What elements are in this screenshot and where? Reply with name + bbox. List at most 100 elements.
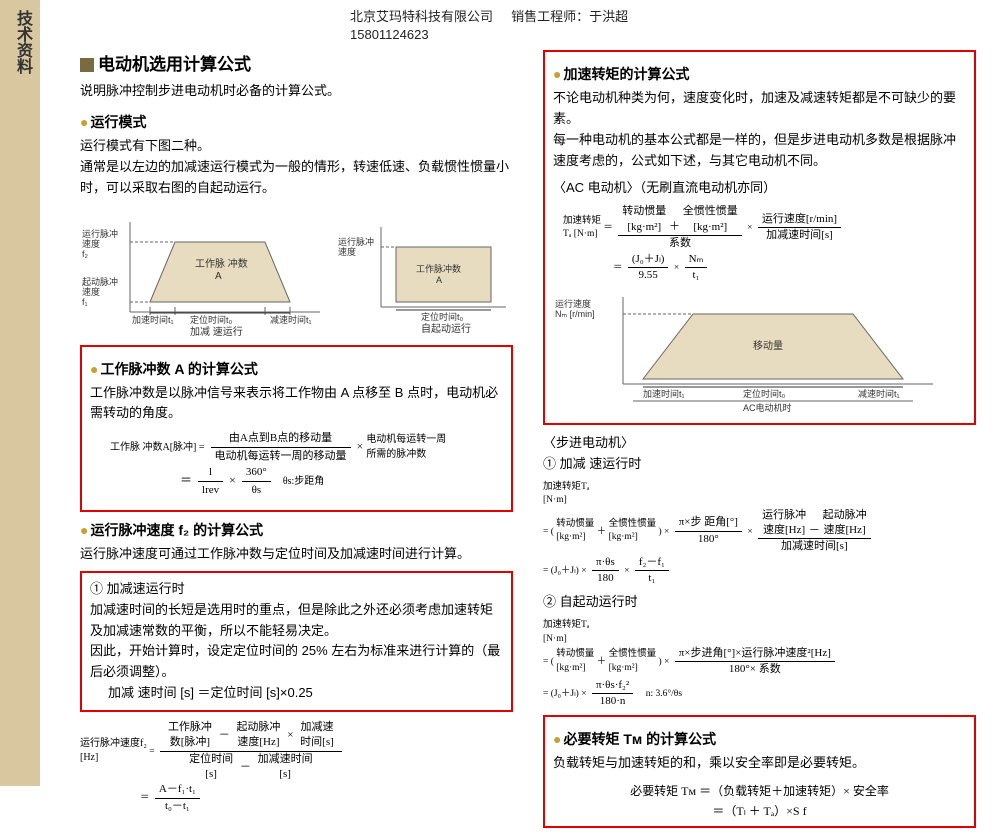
ac-h: 〈AC 电动机〉（无刷直流电动机亦同） — [553, 178, 966, 199]
f2d1a: 定位时间 — [185, 752, 237, 767]
bullet-icon: ● — [80, 522, 88, 538]
d2-bottom: 自起动运行 — [421, 322, 471, 335]
bullet-icon: ● — [80, 114, 88, 130]
s1l2ad: 180 — [592, 571, 619, 586]
pulse-a-box: ●工作脉冲数 A 的计算公式 工作脉冲数是以脉冲信号来表示将工作物由 A 点移至… — [80, 345, 513, 513]
accel-h-text: 加速转矩的计算公式 — [563, 66, 689, 82]
d1-y1: 运行脉冲速度f₂ — [82, 228, 118, 259]
s1a: 转动惯量 [kg·m²] — [556, 518, 594, 545]
pa-degd: θs — [242, 482, 271, 499]
main-title-text: 电动机选用计算公式 — [98, 55, 251, 74]
accel-h: ●加速转矩的计算公式 — [553, 64, 966, 84]
f2-heading-text: 运行脉冲速度 f₂ 的计算公式 — [90, 522, 263, 538]
f2l2d: t₀－t₁ — [155, 799, 200, 814]
d2-y1: 运行脉冲速度 — [338, 236, 374, 257]
engineer-name: 于洪超 — [589, 9, 628, 24]
ac-d1: 系数 — [618, 236, 742, 251]
page-content: 北京艾玛特科技有限公司 销售工程师：于洪超 15801124623 电动机选用计… — [40, 0, 996, 786]
ac-formula: 加速转矩 Tₐ [N·m] ＝ 转动惯量 [kg·m²] ＋ 全惯性惯量 [kg… — [563, 204, 966, 283]
acd-x2: 定位时间t₀ — [743, 388, 786, 399]
s1cd: 180° — [675, 532, 742, 547]
accel-p1: 不论电动机种类为何，速度变化时，加速及减速转矩都是不可缺少的要素。 — [553, 88, 966, 130]
bullet-icon: ● — [90, 361, 98, 377]
f2n1a: 工作脉冲 — [164, 720, 216, 735]
f2n3b: 时间[s] — [296, 735, 338, 750]
s1b: 全惯性惯量 [kg·m²] — [609, 518, 657, 545]
ac-rn: 运行速度[r/min] — [758, 212, 841, 228]
d1-x2: 定位时间t₀ — [190, 314, 233, 325]
intro-text: 说明脉冲控制步进电动机时必备的计算公式。 — [80, 81, 513, 102]
side-tab: 技术资料 — [0, 0, 40, 786]
tm-eq1: 必要转矩 Tᴍ ＝（负载转矩＋加速转矩）× 安全率 — [553, 782, 966, 800]
f2d1b: [s] — [185, 767, 237, 782]
step1-formula: 加速转矩Tₐ [N·m] = ( 转动惯量 [kg·m²] ＋ 全惯性惯量 [k… — [543, 481, 976, 587]
tm-h-text: 必要转矩 Tᴍ 的计算公式 — [563, 731, 716, 747]
s2-lhs: 加速转矩Tₐ [N·m] — [543, 619, 589, 646]
mode-heading: ●运行模式 — [80, 112, 513, 132]
tm-p: 负载转矩与加速转矩的和，乘以安全率即是必要转矩。 — [553, 753, 966, 774]
f2n3a: 加减速 — [296, 720, 338, 735]
s1l2an: π·θs — [592, 555, 619, 571]
s2l2: (J₀＋Jₗ) — [551, 689, 579, 699]
company-name: 北京艾玛特科技有限公司 — [350, 9, 493, 24]
s2b: 全惯性惯量 [kg·m²] — [609, 648, 657, 675]
f2-formula: 运行脉冲速度f₂ [Hz] = 工作脉冲数[脉冲] － 起动脉冲速度[Hz] ×… — [80, 720, 513, 814]
f2n1b: 数[脉冲] — [164, 735, 216, 750]
s2cn: π×步进角[°]×运行脉冲速度²[Hz] — [675, 646, 835, 662]
mode-text2: 通常是以左边的加减速运行模式为一般的情形，转速低速、负载惯性惯量小时，可以采取右… — [80, 157, 513, 199]
box2-head: ① 加减速运行时 — [90, 579, 503, 600]
bullet-icon: ● — [553, 66, 561, 82]
pa-lhs: 工作脉 冲数A[脉冲] = — [110, 440, 205, 455]
acd-bottom: AC电动机时 — [743, 402, 792, 413]
side-tab-label: 技术资料 — [0, 0, 44, 84]
ac-l2: (J₀＋Jₗ) — [628, 252, 669, 268]
pa-note: θs:步距角 — [283, 476, 324, 487]
acd-x3: 减速时间t₁ — [858, 388, 900, 399]
mode-heading-text: 运行模式 — [90, 114, 146, 130]
ac-diagram: 运行速度Nₘ [r/min] 移动量 加速时间t₁ 定位时间t₀ 减速时间t₁ … — [553, 289, 953, 414]
ac-rd: 加减速时间[s] — [758, 228, 841, 243]
s2a: 转动惯量 [kg·m²] — [556, 648, 594, 675]
bullet-icon: ● — [553, 731, 561, 747]
s1dm: 起动脉冲 速度[Hz] — [823, 508, 867, 539]
s1dn: 运行脉冲 速度[Hz] — [762, 508, 806, 539]
phone: 15801124623 — [350, 27, 429, 42]
role-label: 销售工程师： — [511, 9, 589, 24]
f2-heading: ●运行脉冲速度 f₂ 的计算公式 — [80, 520, 513, 540]
f2d2a: 加减速时间 — [254, 752, 317, 767]
right-column: ●加速转矩的计算公式 不论电动机种类为何，速度变化时，加速及减速转矩都是不可缺少… — [543, 50, 976, 836]
d1-bottom: 加减 速运行 — [190, 325, 243, 337]
s1l2bd: t₁ — [635, 571, 669, 586]
d1-x1: 加速时间t₁ — [132, 314, 174, 325]
mode-text1: 运行模式有下图二种。 — [80, 136, 513, 157]
f2-lhs: 运行脉冲速度f₂ [Hz] — [80, 737, 147, 765]
pa-l2n: l — [198, 464, 223, 482]
ac-nb: 全惯性惯量 [kg·m²] — [683, 204, 738, 235]
ac-na: 转动惯量 [kg·m²] — [622, 204, 666, 235]
s2l2ad: 180·n — [592, 694, 633, 709]
accel-p2: 每一种电动机的基本公式都是一样的，但是步进电动机多数是根据脉冲速度考虑的，公式如… — [553, 130, 966, 172]
step-h: 〈步进电动机〉 — [543, 433, 976, 454]
pulse-a-heading: ●工作脉冲数 A 的计算公式 — [90, 359, 503, 379]
s2cd: 180°× 系数 — [675, 662, 835, 677]
pa-den1: 电动机每运转一周的移动量 — [211, 448, 351, 465]
s1l2bn: f₂－f₁ — [635, 555, 669, 571]
accel-torque-box: ●加速转矩的计算公式 不论电动机种类为何，速度变化时，加速及减速转矩都是不可缺少… — [543, 50, 976, 425]
ac-l2rn: Nₘ — [685, 252, 708, 268]
rect-diagram: 运行脉冲速度 工作脉冲数A 定位时间t₀ 自起动运行 — [336, 217, 513, 337]
ac-l2d: 9.55 — [628, 268, 669, 283]
d2-x: 定位时间t₀ — [421, 311, 464, 322]
s1l2: (J₀＋Jₗ) — [551, 566, 579, 576]
s2note: n: 3.6°/θs — [646, 689, 682, 699]
d1-x3: 减速时间t₁ — [270, 314, 312, 325]
f2n2b: 速度[Hz] — [232, 735, 284, 750]
s1-lhs: 加速转矩Tₐ [N·m] — [543, 481, 589, 508]
f2-text: 运行脉冲速度可通过工作脉冲数与定位时间及加减速时间进行计算。 — [80, 544, 513, 565]
s2l2an: π·θs·f₂² — [592, 678, 633, 694]
tm-eq2: ＝（Tₗ ＋ Tₐ）×S f — [553, 802, 966, 820]
pulse-a-formula: 工作脉 冲数A[脉冲] = 由A点到B点的移动量电动机每运转一周的移动量 × 电… — [110, 430, 503, 498]
diagrams-row: 运行脉冲速度f₂ 起动脉冲速度f₁ 工作脉 冲数A 加速时间t₁ 定位时间t₀ … — [80, 207, 513, 337]
pa-degn: 360° — [242, 464, 271, 482]
tm-h: ●必要转矩 Tᴍ 的计算公式 — [553, 729, 966, 749]
left-column: 电动机选用计算公式 说明脉冲控制步进电动机时必备的计算公式。 ●运行模式 运行模… — [80, 50, 513, 836]
